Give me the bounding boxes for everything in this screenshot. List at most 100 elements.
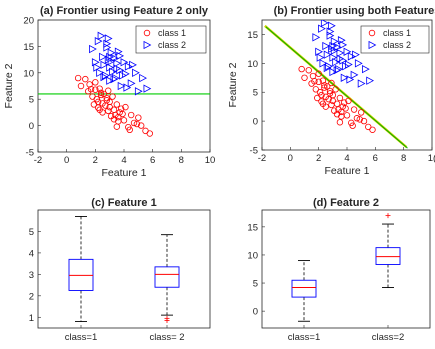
class-2-point [104, 34, 113, 43]
class-1-point [333, 100, 341, 107]
class-2-point [129, 60, 137, 70]
class-1-point [120, 117, 128, 124]
title-c: (c) Feature 1 [91, 197, 156, 209]
ylabel-b: Feature 2 [227, 62, 239, 107]
class-1-point [325, 95, 332, 103]
class-1-point [322, 103, 329, 110]
class-1-point [369, 126, 376, 133]
class-2-point [346, 75, 355, 84]
class-1-point [343, 112, 351, 119]
class-2-point [119, 71, 127, 80]
x-tick-label: 6 [150, 155, 155, 166]
class-1-point [332, 86, 339, 93]
y-tick-label: -5 [26, 148, 34, 159]
y-tick-label: 10 [23, 68, 34, 79]
class-1-point [82, 75, 89, 83]
legend-class-2-marker [143, 40, 152, 50]
title-d: (d) Feature 2 [313, 197, 379, 209]
class-1-point [318, 98, 325, 105]
class-1-point [305, 67, 312, 74]
class-2-point [330, 37, 339, 46]
y-tick-label: 10 [247, 59, 258, 70]
y-tick-label: 5 [253, 88, 258, 99]
class-1-point [329, 97, 337, 105]
legend-label-class-1-b: class 1 [383, 28, 411, 38]
class-2-point [113, 64, 122, 73]
class-2-point [339, 40, 348, 50]
class-2-point [134, 87, 143, 96]
class-2-point [107, 57, 116, 66]
class-1-point [97, 91, 105, 99]
class-1-point [357, 109, 365, 116]
legend-a: class 1 class 2 [135, 25, 207, 54]
title-b: (b) Frontier using both Features [274, 5, 435, 17]
class-2-point [139, 73, 147, 83]
class-1-point [298, 65, 305, 73]
legend-label-class-2-a: class 2 [158, 40, 186, 50]
class-2-point [110, 74, 119, 84]
class-2-point [342, 62, 350, 71]
class-1-point [316, 89, 324, 96]
class-2-point [101, 71, 110, 80]
class-1-point [74, 74, 82, 82]
class-1-point [103, 97, 110, 104]
class-2-point [100, 60, 109, 70]
class-1-point [96, 85, 103, 92]
class-1-point [122, 103, 129, 111]
xlabel-b: Feature 1 [325, 165, 370, 177]
class-2-point [132, 68, 140, 77]
class-1-point [356, 116, 363, 123]
y-tick-label: 5 [29, 95, 34, 106]
class-1-point [135, 114, 142, 121]
y-tick-label: 1 [29, 313, 34, 324]
category-label: class= 2 [149, 332, 184, 343]
class-2-point [319, 59, 328, 68]
panel-c: (c) Feature 1 1 2 3 4 5 class=1 class= 2 [29, 197, 211, 343]
class-2-point [106, 52, 115, 62]
y-tick-label: 5 [253, 279, 258, 290]
x-tick-label: -2 [258, 153, 266, 164]
class-2-point [352, 50, 360, 59]
class-2-point [143, 84, 152, 93]
class-2-point [106, 76, 115, 85]
legend-b: class 1 class 2 [360, 25, 430, 54]
y-tick-label: 10 [247, 250, 258, 261]
y-tick-label: 20 [23, 16, 34, 27]
category-label: class=2 [372, 332, 404, 343]
y-tick-label: 15 [247, 222, 258, 233]
class-2-point [89, 44, 97, 54]
x-tick-label: 4 [344, 153, 349, 164]
x-tick-label: 8 [179, 155, 184, 166]
title-a: (a) Frontier using Feature 2 only [40, 5, 209, 17]
class-1-point [319, 77, 327, 84]
class-1-point [137, 122, 145, 129]
class-2-point [323, 50, 332, 59]
class-1-point [92, 79, 99, 86]
class-1-point [86, 81, 93, 88]
iqr-box [68, 258, 94, 291]
class-2-point [357, 79, 366, 88]
x-tick-label: 0 [64, 155, 69, 166]
category-label: class=1 [65, 332, 97, 343]
y-tick-label: 15 [23, 42, 34, 53]
class-2-point [350, 70, 359, 80]
class-2-point [325, 62, 333, 71]
class-2-point [366, 76, 375, 85]
y-tick-label: 0 [29, 121, 34, 132]
class-1-point [321, 82, 328, 89]
class-2-point [340, 73, 349, 82]
class-1-point [350, 106, 358, 113]
x-tick-label: -2 [34, 155, 42, 166]
y-tick-label: 15 [247, 30, 258, 41]
class-2-point [326, 27, 335, 36]
class-2-point [99, 52, 107, 62]
class-1-point [318, 91, 325, 99]
class-1-point [315, 70, 322, 77]
class-2-point [316, 53, 325, 62]
data-layer [264, 20, 408, 149]
class-2-point [329, 67, 338, 77]
class-2-point [93, 63, 102, 72]
class-1-point [126, 126, 133, 134]
class-1-point [105, 87, 112, 94]
